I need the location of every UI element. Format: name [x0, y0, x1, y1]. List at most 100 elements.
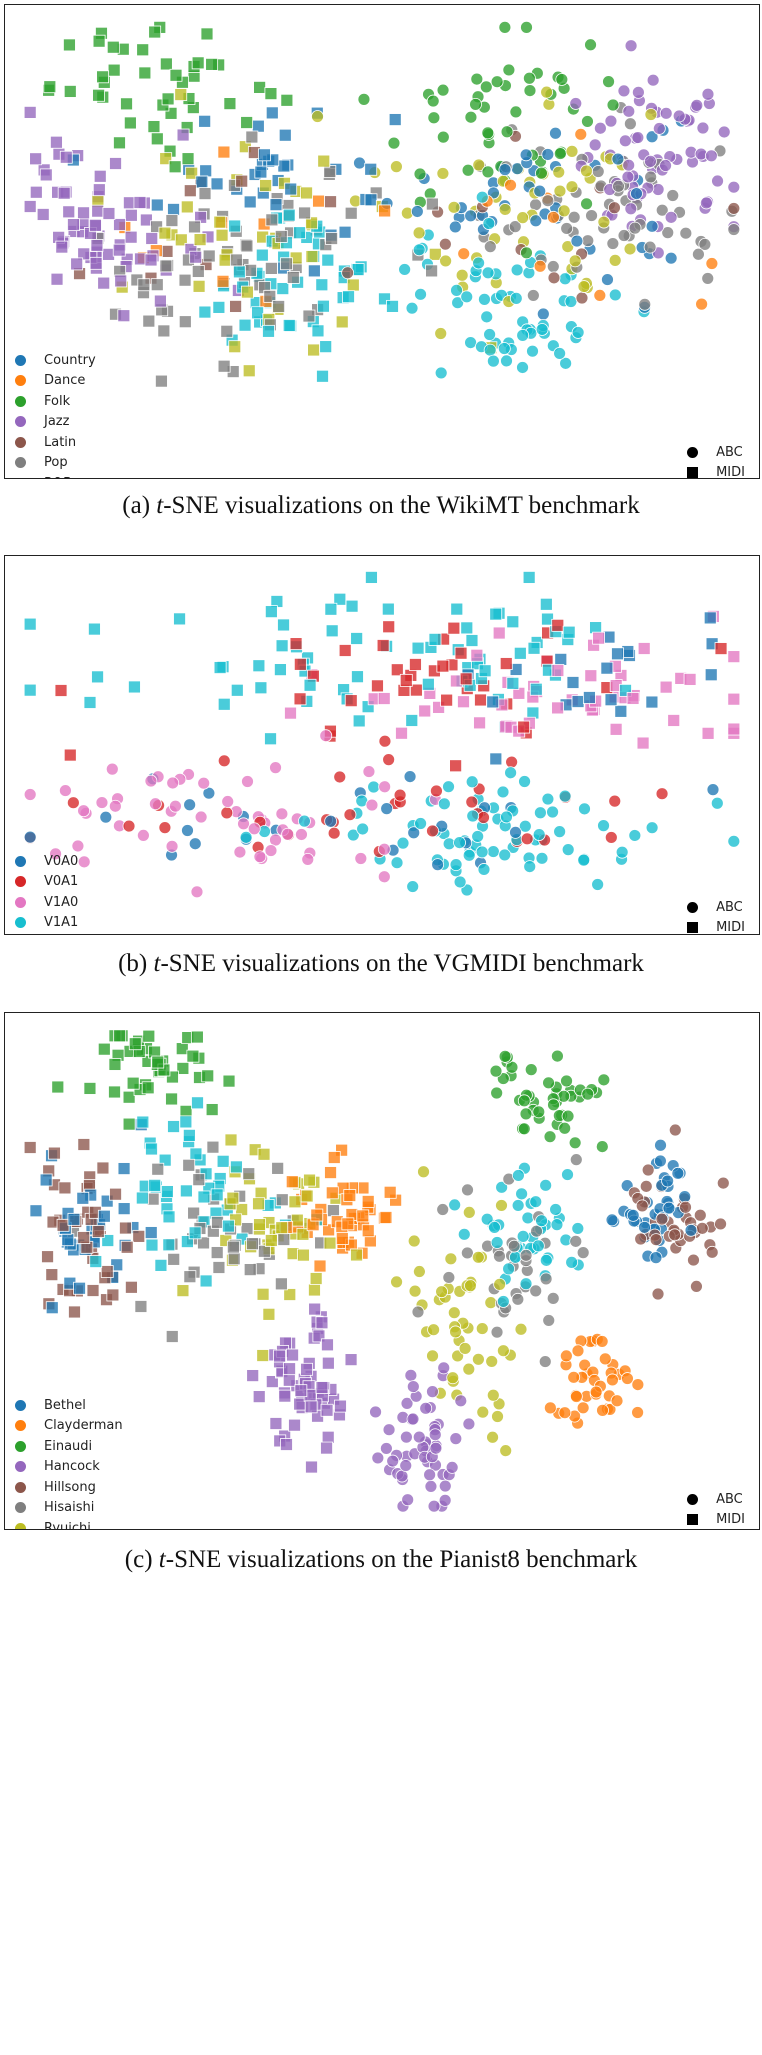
v0a1-midi-point: [459, 672, 473, 686]
v1a1-abc-point: [453, 875, 467, 889]
einaudi-midi-point: [222, 1074, 236, 1088]
legend-entry-r-b: R&B: [15, 473, 96, 478]
v1a1-abc-point: [367, 780, 381, 794]
ryuichi-abc-point: [491, 1410, 504, 1423]
legend-label: R&B: [44, 476, 72, 478]
folk-midi-point: [168, 160, 182, 174]
jazz-midi-point: [67, 218, 80, 232]
legend-label: Hillsong: [44, 1479, 96, 1495]
hisaishi-abc-point: [542, 1314, 556, 1327]
folk-abc-point: [523, 84, 537, 97]
jazz-abc-point: [672, 109, 686, 123]
ryuichi-abc-point: [407, 1234, 421, 1248]
v0a1-midi-point: [399, 673, 413, 687]
hillsong-abc-point: [705, 1245, 719, 1259]
clayderman-abc-point: [570, 1390, 583, 1403]
yiruma-abc-point: [529, 1195, 543, 1209]
v0a1-abc-point: [382, 753, 396, 767]
hisaishi-midi-point: [242, 1167, 256, 1181]
r-b-midi-point: [158, 226, 172, 240]
legend-swatch-icon: [15, 855, 26, 867]
country-midi-point: [269, 198, 283, 212]
ryuichi-abc-point: [475, 1322, 489, 1335]
yiruma-abc-point: [490, 1236, 504, 1249]
legend-label: Hisaishi: [44, 1500, 95, 1516]
legend-swatch-icon: [15, 1502, 26, 1514]
folk-abc-point: [584, 38, 597, 52]
v1a1-abc-point: [475, 845, 489, 859]
ryuichi-abc-point: [446, 1371, 460, 1385]
hisaishi-abc-point: [519, 1248, 533, 1262]
ryuichi-midi-point: [226, 1191, 240, 1205]
jazz-abc-point: [624, 39, 638, 53]
pop-abc-point: [727, 223, 741, 236]
folk-midi-point: [205, 57, 219, 71]
circle-marker-icon: [687, 1493, 699, 1505]
v0a0-abc-point: [188, 837, 202, 851]
pop-midi-point: [165, 214, 179, 227]
yiruma-abc-point: [457, 1227, 471, 1241]
hisaishi-midi-point: [274, 1277, 288, 1291]
clayderman-abc-point: [606, 1373, 619, 1387]
marker-legend-label: ABC: [716, 899, 743, 915]
legend-entry-bethel: Bethel: [15, 1395, 123, 1416]
ryuichi-abc-point: [417, 1165, 430, 1179]
v0a1-midi-point: [293, 692, 307, 706]
rock-midi-point: [316, 369, 329, 383]
clayderman-midi-point: [310, 1208, 324, 1222]
hillsong-abc-point: [634, 1232, 648, 1246]
ryuichi-midi-point: [264, 1234, 278, 1247]
country-abc-point: [645, 130, 659, 144]
r-b-abc-point: [568, 254, 582, 268]
latin-abc-point: [608, 201, 621, 215]
bethel-midi-point: [39, 1173, 53, 1187]
v1a0-abc-point: [49, 847, 62, 861]
pop-midi-point: [191, 265, 205, 278]
v0a1-abc-point: [333, 770, 347, 784]
pianist8-caption: (c) t-SNE visualizations on the Pianist8…: [124, 1546, 638, 1573]
rock-abc-point: [483, 328, 497, 341]
folk-abc-point: [481, 165, 495, 179]
yiruma-abc-point: [511, 1199, 525, 1212]
hancock-abc-point: [428, 1428, 442, 1442]
hillsong-midi-point: [86, 1284, 100, 1297]
rock-abc-point: [460, 290, 474, 304]
hillsong-abc-point: [714, 1217, 727, 1231]
ryuichi-abc-point: [499, 1444, 513, 1458]
v1a0-abc-point: [136, 829, 150, 842]
v0a1-abc-point: [378, 734, 392, 748]
jazz-midi-point: [50, 135, 63, 149]
v1a0-abc-point: [301, 853, 315, 866]
ryuichi-midi-point: [308, 1283, 321, 1297]
v1a1-midi-point: [23, 683, 37, 697]
v1a1-abc-point: [466, 809, 480, 823]
marker-legend-entry-abc: ABC: [687, 1489, 745, 1509]
hisaishi-midi-point: [211, 1215, 224, 1229]
legend-swatch-icon: [15, 1461, 26, 1473]
hancock-abc-point: [423, 1468, 437, 1482]
rock-midi-point: [238, 318, 252, 332]
jazz-abc-point: [631, 131, 645, 144]
v1a0-midi-point: [727, 722, 741, 736]
v1a0-abc-point: [165, 839, 179, 853]
ryuichi-midi-point: [256, 1349, 270, 1362]
r-b-abc-point: [608, 253, 622, 267]
pop-abc-point: [606, 237, 620, 250]
legend-label: V0A0: [44, 853, 79, 869]
rock-midi-point: [198, 305, 212, 319]
country-midi-point: [195, 175, 209, 189]
r-b-abc-point: [565, 180, 579, 194]
pop-midi-point: [178, 315, 192, 329]
einaudi-midi-point: [175, 1042, 189, 1056]
folk-abc-point: [413, 167, 427, 181]
v1a1-midi-point: [274, 663, 287, 677]
r-b-midi-point: [307, 343, 321, 357]
r-b-abc-point: [597, 215, 611, 229]
ryuichi-abc-point: [484, 1296, 498, 1310]
v1a1-abc-point: [504, 766, 518, 780]
v1a1-abc-point: [591, 878, 605, 891]
hisaishi-midi-point: [151, 1162, 165, 1176]
r-b-abc-point: [436, 167, 450, 180]
pianist8-scatter-svg: [23, 1029, 730, 1513]
einaudi-midi-point: [97, 1042, 111, 1056]
